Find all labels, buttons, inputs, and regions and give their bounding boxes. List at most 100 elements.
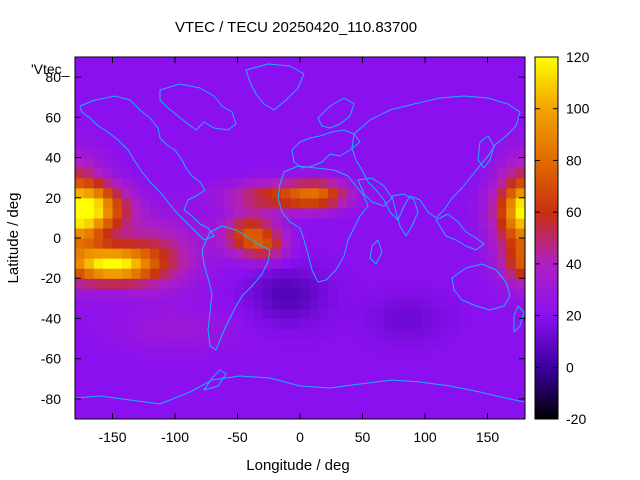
heatmap-cell <box>309 127 320 139</box>
heatmap-cell <box>271 97 282 108</box>
heatmap-cell <box>403 378 414 390</box>
heatmap-cell <box>93 197 104 209</box>
heatmap-cell <box>253 117 264 128</box>
heatmap-cell <box>440 308 451 320</box>
heatmap-cell <box>281 67 292 78</box>
heatmap-cell <box>253 248 264 259</box>
heatmap-cell <box>450 177 460 189</box>
heatmap-cell <box>271 308 282 320</box>
colorbar <box>534 56 559 420</box>
heatmap-cell <box>412 308 423 320</box>
heatmap-cell <box>253 378 264 390</box>
heatmap-cell <box>328 248 339 259</box>
heatmap-cell <box>121 77 132 88</box>
heatmap-cell <box>375 197 385 209</box>
heatmap-cell <box>159 157 170 169</box>
heatmap-cell <box>178 77 189 88</box>
heatmap-cell <box>403 197 414 209</box>
heatmap-cell <box>271 258 282 269</box>
heatmap-cell <box>478 217 489 229</box>
heatmap-cell <box>403 238 414 249</box>
heatmap-cell <box>403 87 414 98</box>
heatmap-cell <box>178 308 189 320</box>
heatmap-cell <box>121 408 132 419</box>
heatmap-cell <box>384 278 395 289</box>
heatmap-cell <box>365 258 376 269</box>
heatmap-cell <box>365 167 376 179</box>
heatmap-cell <box>271 117 282 128</box>
heatmap-cell <box>478 358 489 370</box>
heatmap-cell <box>365 87 376 98</box>
heatmap-cell <box>234 87 245 98</box>
heatmap-cell <box>421 207 432 219</box>
heatmap-cell <box>450 147 460 159</box>
heatmap-cell <box>346 268 357 279</box>
heatmap-cell <box>271 167 282 179</box>
heatmap-cell <box>431 77 442 88</box>
heatmap-cell <box>459 408 470 419</box>
heatmap-cell <box>271 318 282 330</box>
heatmap-cell <box>112 398 123 410</box>
heatmap-cell <box>290 177 301 189</box>
heatmap-cell <box>328 97 339 108</box>
heatmap-cell <box>459 308 470 320</box>
colorbar-tick-label: 100 <box>566 101 590 117</box>
heatmap-cell <box>478 227 489 239</box>
heatmap-cell <box>450 248 460 259</box>
heatmap-cell <box>140 127 151 139</box>
heatmap-cell <box>459 338 470 350</box>
heatmap-cell <box>234 308 245 320</box>
heatmap-cell <box>506 127 517 139</box>
heatmap-cell <box>121 348 132 360</box>
coastline-outlines <box>75 63 525 405</box>
heatmap-cell <box>421 378 432 390</box>
heatmap-cell <box>93 378 104 390</box>
heatmap-cell <box>84 197 95 209</box>
heatmap-cell <box>150 187 160 199</box>
heatmap-cell <box>150 117 160 128</box>
heatmap-cell <box>300 187 310 199</box>
heatmap-cell <box>496 157 507 169</box>
heatmap-cell <box>300 127 310 139</box>
heatmap-cell <box>337 408 348 419</box>
heatmap-cell <box>496 217 507 229</box>
heatmap-cell <box>84 177 95 189</box>
heatmap-cell <box>121 57 132 68</box>
heatmap-cell <box>103 278 114 289</box>
heatmap-cell <box>121 177 132 189</box>
heatmap-cell <box>375 318 385 330</box>
heatmap-cell <box>281 187 292 199</box>
heatmap-cell <box>140 408 151 419</box>
heatmap-cell <box>187 398 198 410</box>
heatmap-cell <box>356 408 367 419</box>
heatmap-cell <box>375 157 385 169</box>
heatmap-cell <box>496 288 507 299</box>
heatmap-cell <box>75 67 85 78</box>
heatmap-cell <box>384 368 395 380</box>
heatmap-cell <box>159 117 170 128</box>
heatmap-cell <box>93 97 104 108</box>
heatmap-cell <box>234 107 245 118</box>
heatmap-cell <box>140 207 151 219</box>
heatmap-cell <box>403 187 414 199</box>
heatmap-cell <box>281 197 292 209</box>
heatmap-cell <box>243 238 254 249</box>
heatmap-cell <box>131 298 142 309</box>
heatmap-cell <box>140 358 151 370</box>
heatmap-cell <box>375 248 385 259</box>
heatmap-cell <box>168 227 179 239</box>
heatmap-cell <box>262 57 273 68</box>
heatmap-cell <box>206 308 217 320</box>
heatmap-cell <box>234 67 245 78</box>
heatmap-cell <box>140 117 151 128</box>
heatmap-cell <box>440 238 451 249</box>
heatmap-cell <box>262 358 273 370</box>
heatmap-cell <box>431 338 442 350</box>
heatmap-cell <box>478 107 489 118</box>
heatmap-cell <box>290 358 301 370</box>
heatmap-cell <box>112 348 123 360</box>
heatmap-cell <box>468 248 479 259</box>
heatmap-cell <box>140 248 151 259</box>
heatmap-cell <box>196 77 207 88</box>
heatmap-cell <box>403 248 414 259</box>
